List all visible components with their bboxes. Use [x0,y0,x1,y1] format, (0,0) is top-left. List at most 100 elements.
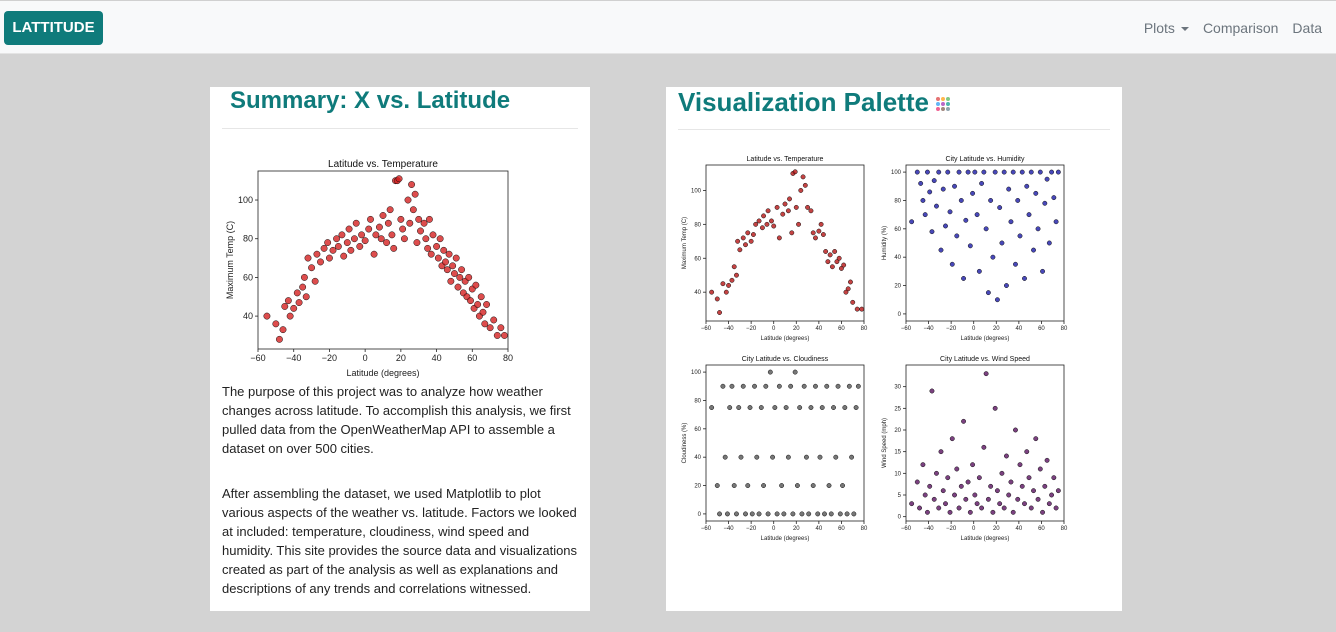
data-point [947,509,953,515]
data-point [313,250,321,258]
data-point [714,483,720,488]
x-tick-label: 40 [816,326,823,332]
data-point [774,204,780,210]
data-point [1013,427,1018,433]
y-tick-label: 80 [243,234,253,244]
divider [222,128,578,129]
x-tick-label: 40 [432,353,442,363]
data-point [822,511,827,517]
data-point [735,238,741,244]
data-point [958,483,964,489]
chart-title: Latitude vs. Temperature [328,159,438,170]
data-point [1024,449,1030,455]
data-point [816,228,822,234]
data-point [408,181,416,188]
data-point [806,511,812,517]
data-point [717,310,722,315]
data-point [797,405,803,410]
y-tick-label: 0 [898,515,902,521]
palette-windspeed-chart[interactable]: City Latitude vs. Wind Speed −60 −40 −20 0 20… [880,353,1070,543]
data-point [854,306,860,312]
data-point [745,230,751,236]
palette-temperature-chart[interactable]: Latitude vs. Temperature −60 −40 −20 0 20 40 60… [680,153,870,343]
summary-temperature-chart[interactable]: Latitude vs. Temperature −60 −40 −20 0 20 40 60… [224,155,514,379]
data-point [992,169,998,175]
data-point [424,244,432,252]
data-point [952,492,957,498]
chart-title: Latitude vs. Temperature [747,156,824,163]
data-point [1015,496,1021,502]
data-point [1040,268,1046,274]
data-point [832,249,838,254]
y-tick-label: 100 [238,195,253,205]
y-tick-label: 100 [891,170,902,176]
data-point [758,405,764,410]
nav-plots-dropdown[interactable]: Plots [1144,20,1189,36]
data-point [454,283,462,291]
data-point [967,509,973,515]
data-point [918,180,924,186]
data-point [1028,169,1034,175]
data-point [740,383,746,389]
data-point [838,265,844,271]
data-point [738,454,744,460]
data-point [443,266,451,274]
nav-data-link[interactable]: Data [1292,20,1322,36]
x-tick-label: 60 [1038,526,1045,532]
data-point [1015,198,1021,203]
data-point [729,383,735,389]
data-point [828,511,834,517]
y-tick-label: 40 [694,455,701,461]
data-point [825,259,831,265]
data-point [1019,169,1025,175]
x-tick-label: 20 [993,526,1000,532]
data-point [411,190,419,198]
x-tick-label: −20 [946,326,957,332]
y-tick-label: 60 [694,256,701,262]
brand-button[interactable]: LATTITUDE [4,11,103,45]
data-point [952,183,957,189]
y-tick-label: 60 [243,272,253,282]
data-point [748,238,754,244]
x-tick-label: 20 [793,326,800,332]
data-point [974,501,980,507]
palette-humidity-chart[interactable]: City Latitude vs. Humidity −60 −40 −20 0 20 40… [880,153,1070,343]
data-point [456,273,464,281]
data-point [945,169,951,175]
data-point [295,299,303,307]
x-axis-label: Latitude (degrees) [961,336,1010,342]
data-point [474,301,482,308]
palette-card: Visualization Palette Latitude vs. Tempe… [666,87,1122,611]
data-point [927,189,933,195]
data-point [949,436,955,442]
data-point [1055,488,1061,494]
summary-card: Summary: X vs. Latitude Latitude vs. Tem… [210,87,590,611]
data-point [836,255,842,261]
data-point [914,479,920,485]
plot-area [705,164,865,322]
data-point [824,383,830,389]
data-point [452,254,460,262]
data-point [1008,479,1014,485]
palette-cloudiness-chart[interactable]: City Latitude vs. Cloudiness −60 −40 −20 0 20… [680,353,870,543]
data-point [970,462,976,468]
data-point [375,223,383,231]
y-tick-label: 80 [694,222,701,228]
x-tick-label: −60 [701,326,712,332]
y-axis-label: Maximum Temp (C) [682,217,688,269]
data-point [965,169,971,175]
data-point [798,187,804,193]
data-point [776,383,782,389]
data-point [938,449,944,455]
x-tick-label: −20 [746,526,757,532]
data-point [397,215,405,223]
x-tick-label: 0 [772,526,776,532]
data-point [1051,195,1057,201]
data-point [1028,505,1034,511]
data-point [299,283,307,291]
divider [678,129,1110,130]
data-point [320,244,328,252]
y-axis-label: Cloudiness (%) [682,423,688,464]
data-point [726,282,732,288]
nav-comparison-link[interactable]: Comparison [1202,20,1279,36]
